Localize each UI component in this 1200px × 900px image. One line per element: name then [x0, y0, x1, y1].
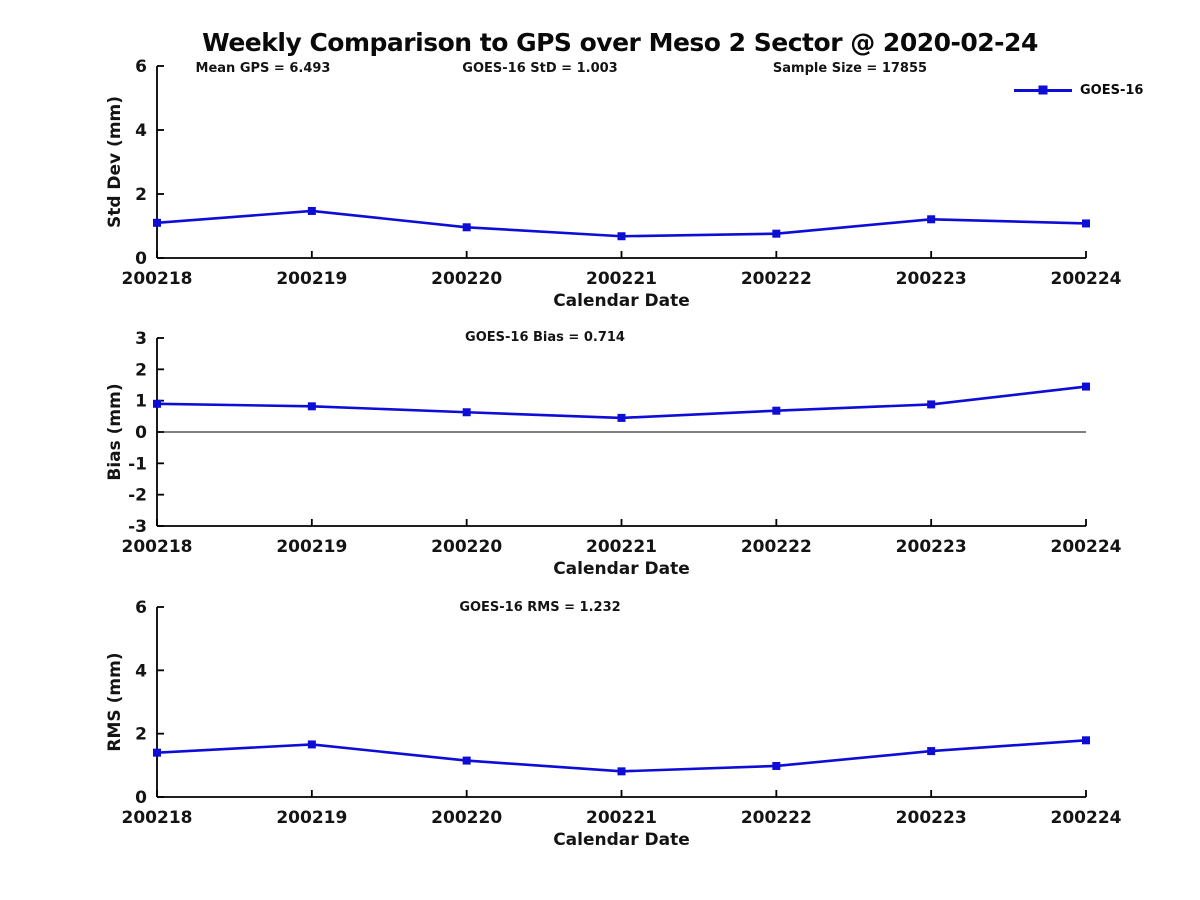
data-point-marker [617, 413, 626, 422]
data-point-marker [617, 232, 626, 241]
xlabel-rms: Calendar Date [553, 830, 690, 850]
data-point-marker [1082, 219, 1090, 228]
xlabel-bias: Calendar Date [553, 559, 690, 579]
svg-text:2: 2 [135, 725, 147, 745]
tick-labels-std-dev: 0 2 4 6 200218 200219 200220 200221 200222 200223… [122, 57, 1122, 289]
svg-text:0: 0 [135, 788, 147, 808]
svg-text:2: 2 [135, 185, 147, 205]
svg-text:6: 6 [135, 57, 147, 77]
annotation-goes16-rms: GOES-16 RMS = 1.232 [459, 600, 621, 615]
data-point-marker [153, 399, 161, 408]
svg-text:4: 4 [135, 661, 147, 681]
svg-text:200221: 200221 [586, 537, 657, 557]
xlabel-std-dev: Calendar Date [553, 291, 690, 311]
legend-label: GOES-16 [1080, 82, 1144, 98]
svg-text:-1: -1 [128, 454, 147, 474]
figure-title: Weekly Comparison to GPS over Meso 2 Sec… [202, 28, 1038, 57]
series-goes-16-bias [153, 382, 1090, 422]
svg-text:200224: 200224 [1051, 537, 1122, 557]
ylabel-bias: Bias (mm) [105, 383, 125, 480]
svg-text:200219: 200219 [276, 808, 347, 828]
svg-text:6: 6 [135, 598, 147, 618]
svg-text:200222: 200222 [741, 808, 812, 828]
axes-std-dev [156, 65, 1087, 259]
svg-text:200218: 200218 [122, 269, 193, 289]
svg-text:4: 4 [135, 121, 147, 141]
svg-text:200223: 200223 [896, 808, 967, 828]
svg-text:1: 1 [135, 392, 147, 412]
subplot-rms: 0 2 4 6 200218 200219 200220 200221 200222 200223… [105, 598, 1122, 850]
tick-labels-rms: 0 2 4 6 200218 200219 200220 200221 200222 200223… [122, 598, 1122, 828]
series-goes-16-std-dev [153, 206, 1090, 241]
data-point-marker [307, 740, 316, 749]
data-point-marker [927, 747, 936, 756]
svg-text:-3: -3 [128, 517, 147, 537]
subplot-bias: -3 -2 -1 0 1 2 3 200218 200219 200220 200221 200222… [105, 329, 1122, 579]
data-point-marker [462, 223, 471, 232]
svg-text:200222: 200222 [741, 269, 812, 289]
svg-text:200220: 200220 [431, 808, 502, 828]
data-point-marker [772, 229, 781, 238]
data-point-marker [772, 406, 781, 415]
data-point-marker [927, 215, 936, 224]
svg-text:200221: 200221 [586, 269, 657, 289]
data-point-marker [307, 402, 316, 411]
svg-text:200223: 200223 [896, 537, 967, 557]
data-point-marker [772, 761, 781, 770]
data-point-marker [153, 218, 161, 227]
legend: GOES-16 [1014, 81, 1143, 99]
annotation-sample-size: Sample Size = 17855 [772, 61, 928, 76]
svg-text:200221: 200221 [586, 808, 657, 828]
legend-line-sample [1014, 85, 1072, 95]
svg-text:0: 0 [135, 249, 147, 269]
svg-text:200223: 200223 [896, 269, 967, 289]
axes-rms [156, 606, 1087, 798]
svg-text:2: 2 [135, 360, 147, 380]
data-point-marker [617, 767, 626, 776]
data-point-marker [462, 756, 471, 765]
svg-text:200219: 200219 [276, 537, 347, 557]
data-point-marker [153, 748, 161, 757]
annotation-goes16-std: GOES-16 StD = 1.003 [462, 61, 618, 76]
svg-text:-2: -2 [128, 486, 147, 506]
data-point-marker [1082, 736, 1090, 745]
svg-text:200218: 200218 [122, 808, 193, 828]
svg-text:200219: 200219 [276, 269, 347, 289]
svg-text:200224: 200224 [1051, 808, 1122, 828]
data-point-marker [307, 206, 316, 215]
svg-text:200222: 200222 [741, 537, 812, 557]
svg-text:0: 0 [135, 423, 147, 443]
data-point-marker [462, 408, 471, 417]
data-point-marker [927, 400, 936, 409]
subplot-std-dev: 0 2 4 6 200218 200219 200220 200221 200222 200223… [105, 57, 1122, 311]
svg-text:200218: 200218 [122, 537, 193, 557]
annotation-mean-gps: Mean GPS = 6.493 [195, 61, 331, 76]
annotation-goes16-bias: GOES-16 Bias = 0.714 [465, 330, 625, 345]
series-goes-16-rms [153, 736, 1090, 776]
ylabel-rms: RMS (mm) [105, 652, 125, 751]
legend-square-marker-icon [1038, 85, 1048, 95]
svg-text:200224: 200224 [1051, 269, 1122, 289]
tick-labels-bias: -3 -2 -1 0 1 2 3 200218 200219 200220 200221 200222… [122, 329, 1122, 557]
ylabel-std-dev: Std Dev (mm) [105, 96, 125, 228]
data-point-marker [1082, 382, 1090, 391]
svg-text:200220: 200220 [431, 537, 502, 557]
svg-text:200220: 200220 [431, 269, 502, 289]
svg-text:3: 3 [135, 329, 147, 349]
